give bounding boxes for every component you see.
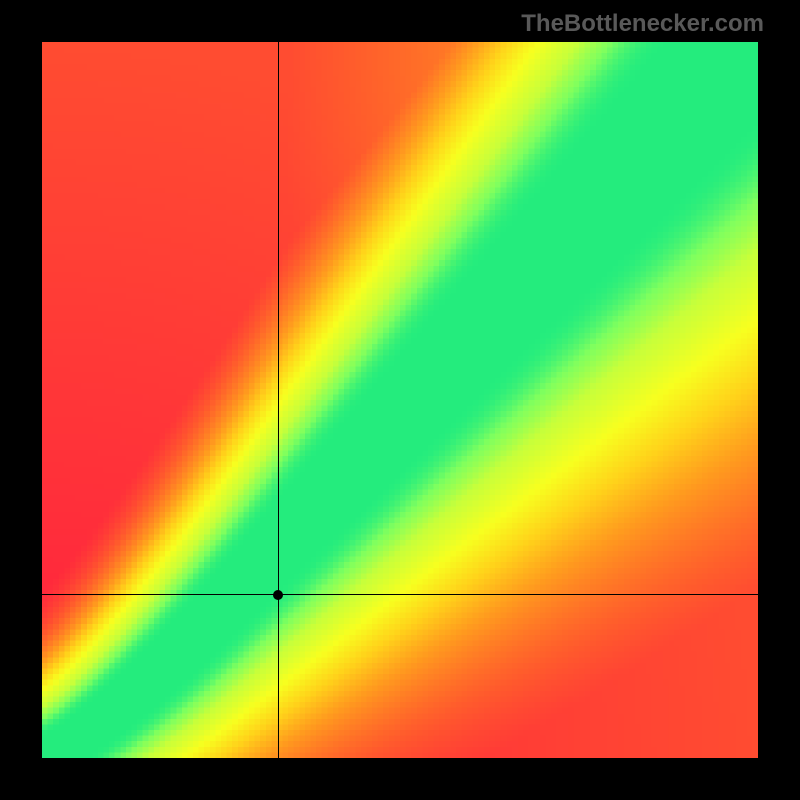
crosshair-marker[interactable] [273,590,283,600]
watermark-text: TheBottlenecker.com [521,10,764,38]
crosshair-vertical [278,42,279,758]
crosshair-horizontal [42,594,758,595]
heatmap-area [42,42,758,758]
heatmap-canvas [42,42,758,758]
